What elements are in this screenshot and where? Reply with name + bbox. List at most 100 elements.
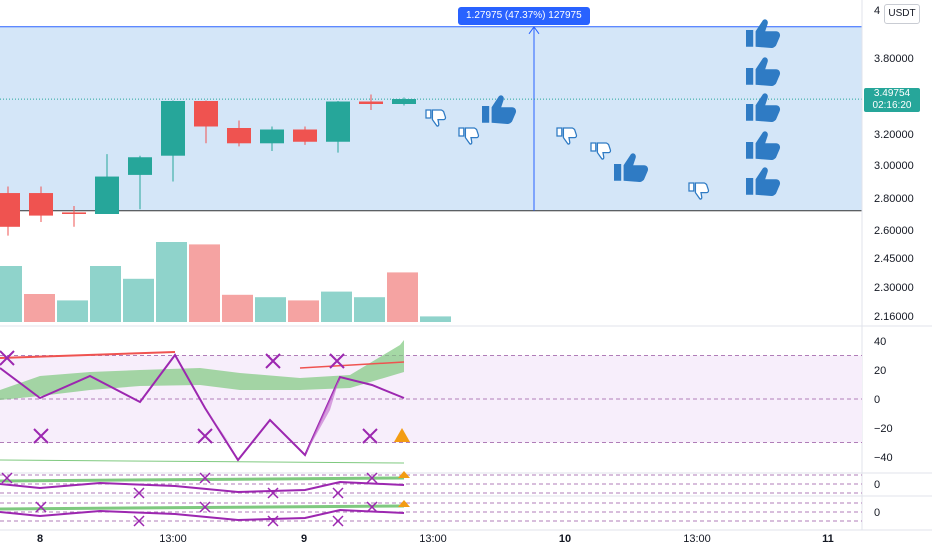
thumbs-up-icon bbox=[746, 131, 781, 160]
price-tick-label: 2.45000 bbox=[874, 253, 914, 265]
volume-bar bbox=[321, 291, 352, 322]
cross-marker bbox=[199, 501, 211, 513]
volume-bar bbox=[222, 294, 253, 322]
measure-band bbox=[0, 26, 862, 211]
candle-body bbox=[359, 101, 383, 104]
volume-bar bbox=[288, 300, 319, 322]
volume-bar bbox=[255, 297, 286, 322]
measure-arrow-head bbox=[528, 25, 540, 35]
oscillator-green-cloud bbox=[0, 340, 404, 400]
currency-badge[interactable]: USDT bbox=[884, 4, 920, 24]
last-price: 3.49754 bbox=[873, 88, 911, 99]
cross-marker bbox=[1, 472, 13, 484]
cross-marker bbox=[33, 428, 49, 444]
cross-marker bbox=[133, 515, 145, 527]
candle-body bbox=[293, 129, 317, 142]
thumbs-up-icon bbox=[746, 93, 781, 122]
volume-bar bbox=[123, 278, 154, 322]
small-osc-line bbox=[0, 480, 405, 494]
oscillator-lower-line bbox=[0, 459, 405, 464]
time-tick-label: 13:00 bbox=[159, 533, 187, 545]
cross-marker bbox=[133, 487, 145, 499]
oscillator-tick-label: −20 bbox=[874, 423, 893, 435]
volume-bar bbox=[354, 297, 385, 322]
cross-marker bbox=[267, 487, 279, 499]
volume-bar bbox=[387, 272, 418, 322]
cross-marker bbox=[0, 350, 15, 366]
volume-bar bbox=[420, 316, 451, 322]
countdown-timer: 02:16:20 bbox=[872, 100, 912, 111]
oscillator-tick-label: 20 bbox=[874, 365, 886, 377]
thumbs-up-icon bbox=[482, 95, 517, 124]
price-tick-label: 3.00000 bbox=[874, 160, 914, 172]
candle-body bbox=[260, 129, 284, 144]
last-price-tag: 3.49754 02:16:20 bbox=[864, 88, 920, 112]
price-tick-label: 2.60000 bbox=[874, 225, 914, 237]
thumbs-down-icon bbox=[425, 109, 447, 127]
candle-body bbox=[227, 128, 251, 144]
price-tick-label: 2.30000 bbox=[874, 282, 914, 294]
volume-bar bbox=[24, 294, 55, 322]
orange-triangle-marker bbox=[398, 471, 410, 478]
candle-body bbox=[29, 193, 53, 216]
cross-marker bbox=[35, 501, 47, 513]
volume-bar bbox=[57, 300, 88, 322]
candle-body bbox=[194, 101, 218, 127]
price-tick-label: 2.80000 bbox=[874, 193, 914, 205]
cross-marker bbox=[366, 472, 378, 484]
volume-bar bbox=[90, 266, 121, 322]
thumbs-up-icon bbox=[746, 167, 781, 196]
orange-triangle-marker bbox=[398, 500, 410, 507]
candle-body bbox=[161, 101, 185, 156]
cross-marker bbox=[265, 353, 281, 369]
thumbs-up-icon bbox=[614, 153, 649, 182]
time-tick-label: 13:00 bbox=[683, 533, 711, 545]
price-tick-label: 4 bbox=[874, 5, 880, 17]
cross-marker bbox=[199, 472, 211, 484]
cross-marker bbox=[267, 515, 279, 527]
thumbs-down-icon bbox=[590, 142, 612, 160]
cross-marker bbox=[197, 428, 213, 444]
time-tick-label: 10 bbox=[559, 533, 571, 545]
volume-bar bbox=[189, 244, 220, 322]
price-tick-label: 2.16000 bbox=[874, 311, 914, 323]
price-tick-label: 3.80000 bbox=[874, 53, 914, 65]
oscillator-tick-label: −40 bbox=[874, 452, 893, 464]
oscillator-main-line bbox=[0, 353, 405, 462]
measure-label: 1.27975 (47.37%) 127975 bbox=[458, 7, 590, 25]
candle-body bbox=[326, 101, 350, 142]
cross-marker bbox=[362, 428, 378, 444]
time-tick-label: 11 bbox=[822, 533, 834, 545]
volume-bar bbox=[0, 266, 22, 322]
oscillator-red-line bbox=[299, 361, 405, 369]
thumbs-down-icon bbox=[688, 182, 710, 200]
cross-marker bbox=[332, 487, 344, 499]
candle-body bbox=[392, 99, 416, 104]
candle-body bbox=[95, 176, 119, 214]
oscillator-tick-label: 0 bbox=[874, 394, 880, 406]
cross-marker bbox=[329, 353, 345, 369]
time-tick-label: 13:00 bbox=[419, 533, 447, 545]
small-osc-line bbox=[0, 508, 405, 522]
small-osc-green-line bbox=[0, 504, 405, 511]
candle-body bbox=[0, 193, 20, 227]
small-osc-1-tick-label: 0 bbox=[874, 479, 880, 491]
candle-body bbox=[128, 157, 152, 175]
price-tick-label: 3.20000 bbox=[874, 129, 914, 141]
cross-marker bbox=[366, 501, 378, 513]
thumbs-up-icon bbox=[746, 19, 781, 48]
oscillator-tick-label: 40 bbox=[874, 336, 886, 348]
candle-body bbox=[62, 212, 86, 214]
orange-triangle-marker bbox=[394, 428, 410, 442]
thumbs-down-icon bbox=[458, 127, 480, 145]
oscillator-red-line bbox=[0, 351, 176, 359]
time-tick-label: 9 bbox=[301, 533, 307, 545]
thumbs-down-icon bbox=[556, 127, 578, 145]
time-tick-label: 8 bbox=[37, 533, 43, 545]
small-osc-2-tick-label: 0 bbox=[874, 507, 880, 519]
small-osc-green-line bbox=[0, 476, 405, 483]
volume-bar bbox=[156, 242, 187, 322]
cross-marker bbox=[332, 515, 344, 527]
thumbs-up-icon bbox=[746, 57, 781, 86]
